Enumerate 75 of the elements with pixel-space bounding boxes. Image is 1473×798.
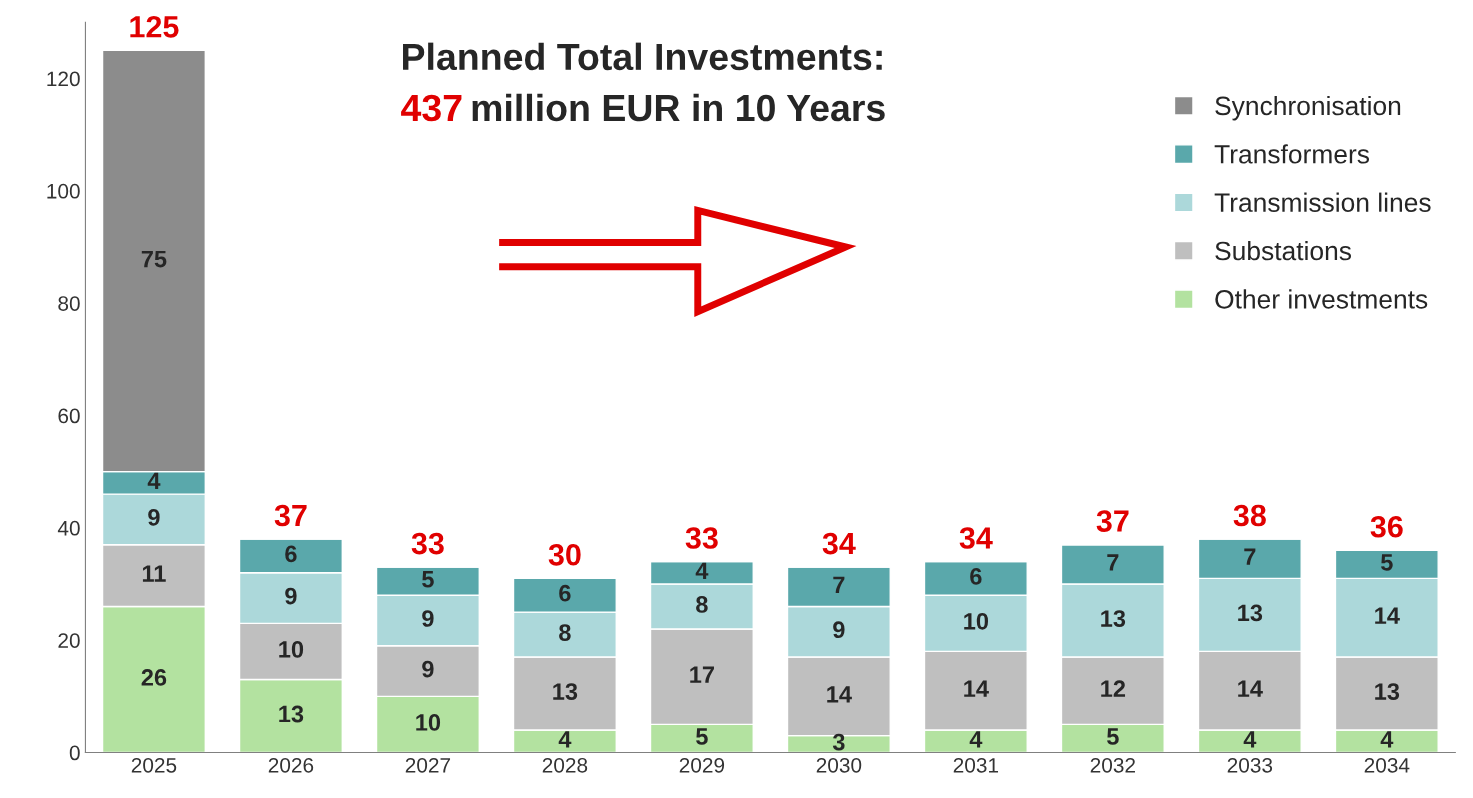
total-label: 37 [1096, 510, 1129, 532]
data-label: 14 [1238, 680, 1263, 697]
legend-label: Other investments [1215, 289, 1428, 309]
y-tick-label: 120 [47, 71, 80, 87]
y-tick-label: 80 [58, 296, 80, 311]
data-label: 5 [696, 728, 708, 745]
data-label: 9 [833, 621, 845, 639]
legend-label: Synchronisation [1215, 95, 1401, 121]
data-label: 6 [970, 568, 982, 585]
data-label: 13 [1375, 683, 1400, 700]
total-label: 34 [822, 532, 856, 555]
x-tick-label: 2034 [1364, 757, 1410, 773]
x-tick-label: 2029 [679, 757, 725, 773]
legend-label: Transformers [1214, 144, 1370, 164]
total-label: 33 [685, 527, 718, 549]
data-label: 8 [559, 624, 571, 641]
data-label: 4 [1243, 731, 1257, 748]
total-label: 30 [548, 543, 581, 566]
data-label: 4 [1380, 731, 1394, 748]
total-label: 37 [274, 504, 307, 527]
x-tick-label: 2025 [131, 757, 177, 773]
total-label: 125 [130, 16, 179, 38]
text: 437 million EUR in 10 Years [401, 93, 885, 122]
data-label: 14 [964, 680, 989, 697]
data-label: 4 [969, 731, 983, 748]
data-label: 7 [833, 576, 845, 593]
y-tick-label: 100 [47, 183, 80, 199]
data-label: 8 [696, 596, 708, 613]
data-label: 14 [1375, 607, 1400, 624]
data-label: 4 [558, 731, 572, 748]
x-tick-label: 2031 [953, 757, 999, 773]
data-label: 5 [1107, 728, 1119, 745]
x-tick-label: 2028 [542, 757, 588, 773]
x-tick-label: 2032 [1090, 757, 1135, 773]
data-label: 9 [148, 509, 160, 526]
data-label: 6 [285, 545, 297, 563]
data-label: 13 [553, 683, 578, 700]
data-label: 17 [690, 666, 714, 683]
y-tick-label: 40 [57, 520, 80, 536]
data-label: 13 [1101, 610, 1126, 627]
data-label: 14 [827, 686, 852, 703]
chart-title: Planned Total Investments: [403, 42, 882, 71]
data-label: 7 [1244, 548, 1256, 565]
total-label: 34 [959, 527, 993, 549]
legend-label: Substations [1215, 240, 1352, 261]
data-label: 9 [285, 587, 297, 605]
data-label: 4 [147, 472, 161, 490]
data-label: 6 [559, 584, 571, 602]
y-tick-label: 60 [58, 408, 80, 424]
data-label: 5 [1380, 554, 1393, 571]
legend-label: Transmission lines [1214, 192, 1431, 212]
data-label: 10 [416, 714, 441, 731]
data-label: 26 [141, 669, 167, 686]
data-label: 4 [695, 562, 709, 579]
data-label: 12 [1101, 680, 1126, 697]
data-label: 11 [142, 565, 166, 582]
data-label: 10 [964, 612, 989, 630]
x-tick-label: 2033 [1227, 757, 1273, 773]
data-label: 7 [1107, 554, 1119, 571]
x-tick-label: 2030 [816, 757, 862, 773]
data-label: 5 [422, 571, 434, 588]
data-label: 9 [422, 610, 434, 627]
total-label: 38 [1233, 504, 1266, 527]
total-label: 33 [411, 532, 444, 555]
data-label: 9 [422, 660, 434, 678]
data-label: 75 [141, 250, 167, 268]
data-label: 13 [279, 705, 304, 723]
y-tick-label: 20 [58, 633, 80, 648]
x-tick-label: 2026 [268, 757, 314, 773]
y-tick-label: 0 [69, 745, 80, 761]
x-tick-label: 2027 [405, 757, 451, 773]
data-label: 10 [279, 641, 304, 658]
total-label: 36 [1370, 515, 1403, 538]
data-label: 3 [832, 733, 845, 751]
data-label: 13 [1238, 604, 1263, 622]
